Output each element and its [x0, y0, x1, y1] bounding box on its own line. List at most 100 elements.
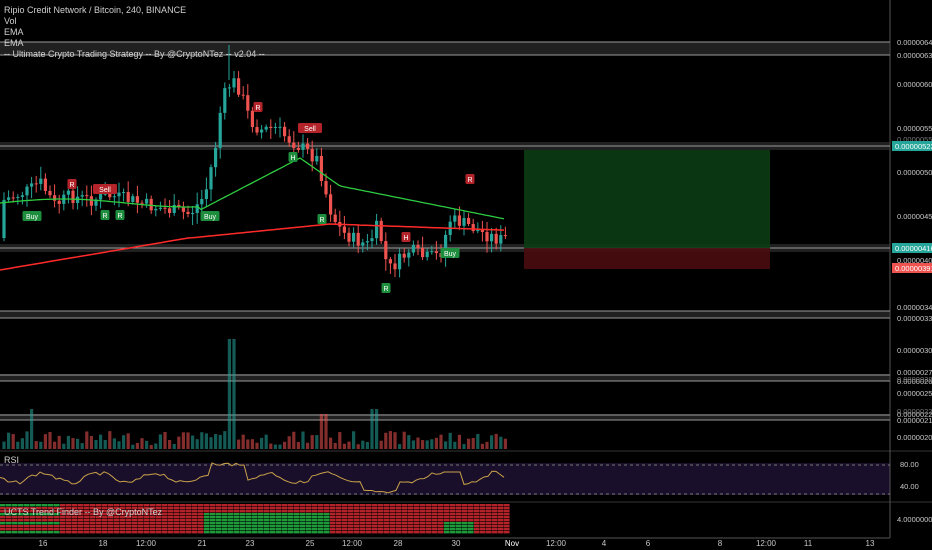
trend-cell: [198, 528, 204, 531]
trend-cell: [456, 507, 462, 510]
trend-cell: [444, 516, 450, 519]
trend-cell: [120, 522, 126, 525]
candle-body: [43, 178, 47, 191]
trend-cell: [414, 513, 420, 516]
trend-cell: [270, 531, 276, 534]
trend-finder-label[interactable]: UCTS Trend Finder -- By @CryptoNTez: [4, 507, 163, 517]
trend-cell: [150, 528, 156, 531]
trend-cell: [12, 507, 18, 510]
candle-body: [2, 199, 6, 238]
trend-cell: [60, 510, 66, 513]
volume-bar: [347, 441, 351, 449]
trend-cell: [42, 522, 48, 525]
signal-sell-label: R: [69, 182, 74, 189]
volume-bar: [329, 437, 333, 449]
volume-bar: [411, 440, 415, 449]
trend-cell: [492, 504, 498, 507]
trend-cell: [102, 525, 108, 528]
trend-cell: [276, 528, 282, 531]
trend-cell: [396, 507, 402, 510]
trend-cell: [138, 528, 144, 531]
trend-cell: [336, 522, 342, 525]
trend-cell: [138, 504, 144, 507]
trend-cell: [474, 525, 480, 528]
candle-body: [310, 148, 314, 162]
trend-cell: [438, 519, 444, 522]
trend-cell: [0, 504, 6, 507]
trend-cell: [270, 507, 276, 510]
trend-cell: [498, 510, 504, 513]
support-resistance-zone: [0, 374, 890, 381]
indicator-ema-1[interactable]: EMA: [4, 27, 24, 37]
trend-cell: [420, 513, 426, 516]
volume-bar: [227, 339, 231, 449]
trend-cell: [264, 513, 270, 516]
volume-bar: [66, 435, 70, 449]
trend-cell: [150, 531, 156, 534]
volume-bar: [494, 433, 498, 449]
trend-cell: [12, 510, 18, 513]
trend-cell: [96, 504, 102, 507]
trend-cell: [402, 525, 408, 528]
trend-cell: [330, 507, 336, 510]
trend-cell: [198, 507, 204, 510]
symbol-title[interactable]: Ripio Credit Network / Bitcoin, 240, BIN…: [4, 5, 187, 15]
volume-bar: [11, 434, 15, 449]
trend-finder-group: [0, 504, 510, 534]
trend-cell: [432, 516, 438, 519]
trend-cell: [294, 528, 300, 531]
price-axis-label: 0.00000225: [897, 410, 932, 419]
trend-cell: [474, 522, 480, 525]
trend-cell: [468, 504, 474, 507]
trend-cell: [186, 513, 192, 516]
trend-cell: [102, 522, 108, 525]
candle-body: [296, 147, 300, 150]
trend-cell: [468, 525, 474, 528]
trend-cell: [486, 507, 492, 510]
trend-cell: [114, 516, 120, 519]
trend-cell: [498, 531, 504, 534]
indicator-ucts[interactable]: -- Ultimate Crypto Trading Strategy -- B…: [4, 49, 265, 59]
trend-cell: [372, 507, 378, 510]
trend-cell: [96, 513, 102, 516]
trend-cell: [192, 525, 198, 528]
trend-cell: [192, 504, 198, 507]
rsi-label[interactable]: RSI: [4, 455, 20, 465]
indicator-ema-2[interactable]: EMA: [4, 38, 24, 48]
signal-buy-label: R: [319, 217, 324, 224]
trend-cell: [372, 522, 378, 525]
trend-cell: [180, 522, 186, 525]
trend-cell: [228, 504, 234, 507]
trend-cell: [36, 504, 42, 507]
price-axis-label: 0.00000635: [897, 51, 932, 60]
trend-cell: [30, 516, 36, 519]
candle-body: [232, 78, 236, 88]
volume-bar: [89, 436, 93, 449]
trend-cell: [306, 510, 312, 513]
trend-cell: [234, 531, 240, 534]
trend-cell: [18, 504, 24, 507]
indicator-vol[interactable]: Vol: [4, 16, 17, 26]
trend-cell: [120, 516, 126, 519]
trend-cell: [132, 531, 138, 534]
volume-bar: [421, 440, 425, 449]
time-axis-label: 25: [306, 539, 315, 548]
trend-cell: [366, 516, 372, 519]
trend-cell: [90, 528, 96, 531]
time-axis-label: 23: [246, 539, 255, 548]
trend-cell: [474, 528, 480, 531]
trend-cell: [276, 519, 282, 522]
signal-buy-marker: [317, 214, 327, 224]
trend-cell: [18, 507, 24, 510]
trend-cell: [342, 510, 348, 513]
volume-bar: [43, 434, 47, 449]
trend-cell: [444, 525, 450, 528]
trend-cell: [228, 519, 234, 522]
trend-cell: [42, 528, 48, 531]
trend-cell: [210, 510, 216, 513]
ema-fast-line: [0, 157, 505, 220]
volume-bar: [117, 441, 121, 449]
